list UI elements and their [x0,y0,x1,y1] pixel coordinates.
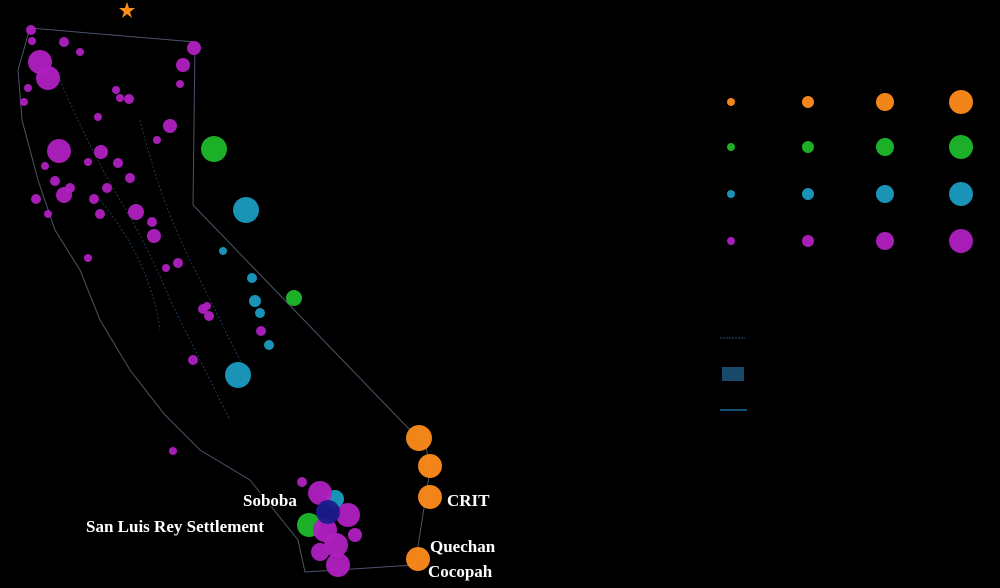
legend-symbol [876,232,894,250]
legend-symbol [949,229,973,253]
site-marker [255,308,265,318]
site-marker [233,197,259,223]
site-marker [24,84,32,92]
site-marker [187,41,201,55]
site-marker [316,500,340,524]
site-marker [102,183,112,193]
site-marker [59,37,69,47]
legend-symbol [802,96,814,108]
site-marker [113,158,123,168]
legend-symbol [876,93,894,111]
site-marker [76,48,84,56]
site-marker [89,194,99,204]
rivers [59,79,251,421]
site-marker [264,340,274,350]
site-marker [116,94,124,102]
label: San Luis Rey Settlement [86,517,264,536]
label: Quechan [430,537,496,556]
legend-symbol [727,143,735,151]
legend-symbol [802,188,814,200]
site-marker [324,533,348,557]
legend-symbol [727,237,735,245]
site-marker [94,113,102,121]
site-marker [308,481,332,505]
site-marker [20,98,28,106]
label: Cocopah [428,562,493,581]
legend-symbol [949,135,973,159]
site-marker [147,229,161,243]
site-marker [173,258,183,268]
site-marker [47,139,71,163]
site-marker [28,37,36,45]
site-marker [169,447,177,455]
site-marker [406,547,430,571]
legend-symbol [876,138,894,156]
site-marker [44,210,52,218]
site-marker [204,311,214,321]
site-marker [247,273,257,283]
site-marker [176,58,190,72]
site-marker [418,485,442,509]
site-marker [336,503,360,527]
site-marker [124,94,134,104]
site-marker [176,80,184,88]
site-marker [297,477,307,487]
site-marker [112,86,120,94]
site-marker [203,302,211,310]
site-marker [153,136,161,144]
site-marker [84,158,92,166]
legend-symbol [949,182,973,206]
legend-symbol [727,190,735,198]
legend-symbol [802,141,814,153]
legend-symbol [949,90,973,114]
label: CRIT [447,491,490,510]
site-marker [94,145,108,159]
site-marker [128,204,144,220]
site-marker [41,162,49,170]
legend-symbol [876,185,894,203]
site-marker [65,183,75,193]
site-marker [311,543,329,561]
site-marker [219,247,227,255]
markers [20,25,973,577]
site-marker [163,119,177,133]
site-marker [249,295,261,307]
site-marker [418,454,442,478]
site-marker [286,290,302,306]
site-marker [225,362,251,388]
site-marker [36,66,60,90]
site-marker [84,254,92,262]
site-marker [162,264,170,272]
site-marker [256,326,266,336]
site-marker [95,209,105,219]
label: Soboba [243,491,297,510]
site-marker [348,528,362,542]
legend-swatch [722,367,744,381]
legend-symbol [802,235,814,247]
site-marker [406,425,432,451]
site-marker [147,217,157,227]
site-marker [125,173,135,183]
site-marker [50,176,60,186]
site-marker [26,25,36,35]
legend-symbol [727,98,735,106]
site-marker [188,355,198,365]
site-marker [31,194,41,204]
star-marker [119,2,135,18]
site-marker [326,553,350,577]
site-marker [201,136,227,162]
